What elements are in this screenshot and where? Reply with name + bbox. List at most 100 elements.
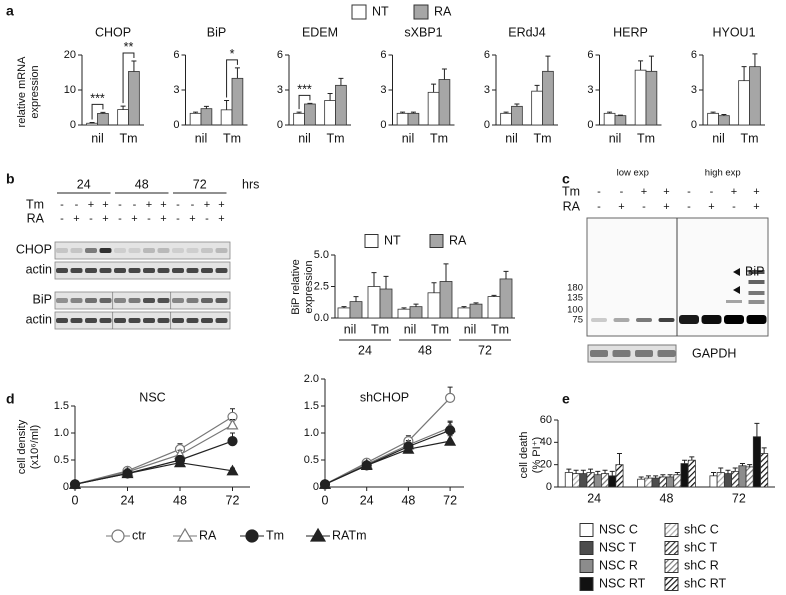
error-bar: [660, 474, 666, 477]
x-tick-label: 0: [72, 493, 79, 507]
error-bar: [296, 111, 302, 114]
band: [114, 268, 126, 273]
x-tick-label: Tm: [431, 322, 449, 336]
treatment-sign: -: [687, 186, 691, 198]
treatment-sign: +: [102, 213, 108, 225]
band: [85, 318, 97, 323]
panel-label: d: [6, 391, 15, 407]
error-bar: [443, 263, 449, 282]
x-tick-label: nil: [404, 322, 417, 336]
error-bar: [638, 60, 644, 71]
y-tick-label: 40: [540, 436, 552, 448]
y-tick-label: 0: [63, 481, 69, 493]
significance-bracket: [122, 52, 135, 104]
error-bar: [431, 282, 437, 293]
treatment-sign: -: [75, 199, 79, 211]
treatment-sign: +: [189, 213, 195, 225]
band: [56, 318, 68, 323]
bar: [499, 278, 513, 319]
band-label: actin: [26, 262, 52, 276]
panel-title: HYOU1: [712, 25, 755, 39]
error-bar: [725, 469, 731, 474]
band: [157, 298, 170, 303]
x-tick-label: nil: [298, 131, 311, 145]
x-tick-label: Tm: [223, 131, 241, 145]
band: [679, 315, 699, 324]
bar: [349, 301, 363, 319]
treatment-sign: -: [118, 213, 122, 225]
band-label: BiP: [33, 292, 52, 306]
treatment-sign: -: [147, 213, 151, 225]
y-tick-label: 0: [70, 119, 76, 131]
treatment-sign: -: [642, 201, 646, 213]
error-bar: [607, 111, 613, 114]
error-bar: [534, 84, 540, 92]
time-label: 48: [135, 177, 149, 191]
x-tick-label: nil: [464, 322, 477, 336]
y-axis-label: relative mRNA: [16, 56, 28, 128]
y-tick-label: 3: [277, 84, 283, 96]
x-tick-label: nil: [91, 131, 104, 145]
x-tick-label: 24: [360, 493, 374, 507]
bar: [324, 100, 336, 126]
treatment-sign: -: [710, 186, 714, 198]
bar: [637, 478, 646, 488]
y-tick-label: 20: [540, 459, 552, 471]
error-bar: [410, 111, 416, 114]
x-tick-label: nil: [712, 131, 725, 145]
band: [70, 248, 83, 253]
x-tick-label: nil: [505, 131, 518, 145]
band: [215, 298, 228, 303]
bar: [707, 112, 719, 126]
bar: [687, 459, 696, 488]
legend-label: Tm: [266, 528, 284, 542]
y-tick-label: 10: [64, 84, 76, 96]
treatment-sign: -: [176, 213, 180, 225]
y-tick-label: 3: [380, 84, 386, 96]
y-tick-label: 3: [691, 84, 697, 96]
line: [74, 416, 233, 485]
loading-strip: [587, 344, 677, 363]
group-label: 72: [478, 343, 492, 357]
y-tick-label: 0: [484, 119, 490, 131]
treatment-sign: +: [73, 213, 79, 225]
x-tick-label: 48: [660, 491, 674, 505]
bar: [439, 281, 453, 319]
bar: [397, 308, 411, 319]
band: [591, 318, 607, 322]
line: [74, 462, 233, 485]
line: [324, 440, 451, 485]
treatment-label: Tm: [26, 197, 44, 211]
significance-bracket: [226, 59, 238, 98]
band: [157, 268, 170, 273]
band: [172, 268, 184, 273]
band: [99, 268, 112, 273]
band: [186, 298, 199, 303]
band: [635, 350, 653, 357]
band: [658, 318, 675, 322]
y-tick-label: 1.5: [304, 400, 319, 412]
bar: [117, 109, 129, 126]
band: [143, 268, 155, 273]
x-tick-label: Tm: [371, 322, 389, 336]
point: [445, 425, 456, 436]
y-tick-label: 2.0: [304, 373, 319, 385]
y-tick-label: 20: [64, 49, 76, 61]
x-tick-label: Tm: [637, 131, 655, 145]
bar: [634, 69, 647, 126]
band: [657, 350, 676, 357]
treatment-sign: -: [133, 199, 137, 211]
y-axis-label: (% PI⁺): [531, 437, 543, 473]
treatment-sign: -: [597, 186, 601, 198]
target-label: BiP: [745, 264, 764, 278]
unit-label: hrs: [242, 177, 259, 191]
y-tick-label: 0: [691, 119, 697, 131]
band: [128, 318, 141, 323]
bar: [469, 303, 483, 319]
error-bar: [383, 275, 389, 290]
treatment-sign: -: [620, 186, 624, 198]
legend-label: NT: [372, 4, 389, 18]
bar: [718, 115, 730, 126]
error-bar: [761, 447, 767, 454]
band-label: actin: [26, 312, 52, 326]
